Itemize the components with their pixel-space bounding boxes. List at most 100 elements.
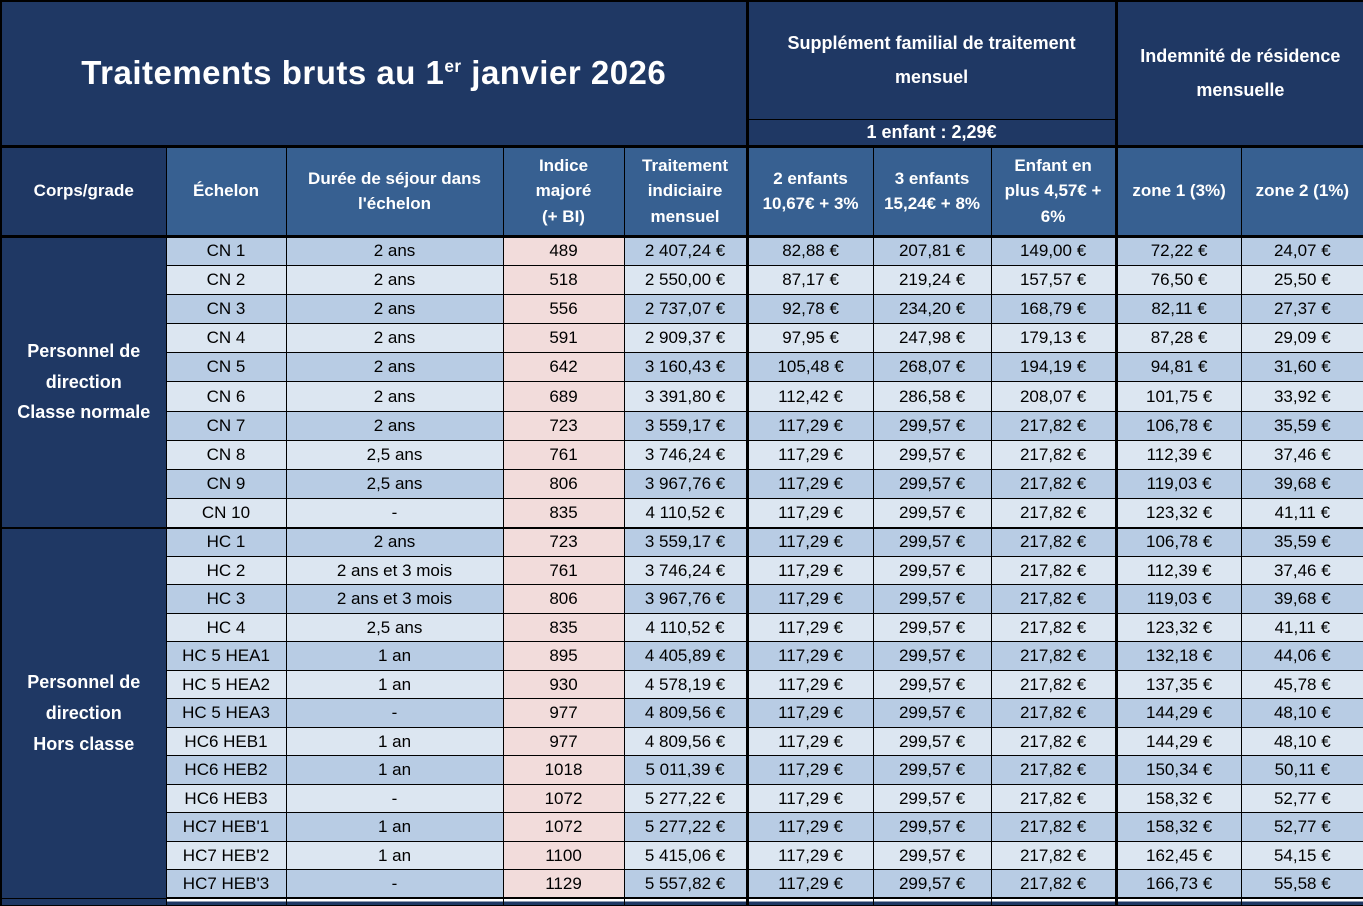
cell-enfant-en-plus: 217,82 €: [990, 869, 1117, 900]
cell-enfant-en-plus: 217,82 €: [990, 669, 1117, 700]
cell-enfant-en-plus: 179,13 €: [990, 323, 1117, 354]
cell-3-enfants: 286,58 €: [872, 381, 992, 412]
cell-2-enfants: 112,42 €: [745, 381, 874, 412]
cell-zone-2: 52,77 €: [1240, 783, 1363, 814]
bottom-cutoff-row: [0, 897, 1363, 906]
cell-zone-1: 82,11 €: [1114, 293, 1242, 325]
cell-traitement: 5 011,39 €: [623, 755, 748, 785]
cell-enfant-en-plus: 168,79 €: [990, 293, 1117, 325]
cell-duree-sejour: 2 ans: [285, 293, 504, 325]
cell-echelon: HC 5 HEA3: [165, 698, 287, 728]
cell-indice-majore: 1129: [502, 869, 625, 900]
cell-enfant-en-plus: 217,82 €: [990, 468, 1117, 500]
cell-indice-majore: 591: [502, 323, 625, 354]
cell-zone-1: 119,03 €: [1114, 584, 1242, 614]
cell-zone-2: 54,15 €: [1240, 840, 1363, 871]
cell-indice-majore: 895: [502, 641, 625, 671]
cell-indice-majore: 1072: [502, 783, 625, 814]
bottom-strip-cell: [872, 897, 992, 906]
cell-echelon: CN 9: [165, 468, 287, 500]
cell-echelon: CN 4: [165, 323, 287, 354]
bottom-strip-cell: [502, 897, 625, 906]
cell-zone-2: 50,11 €: [1240, 755, 1363, 785]
cell-zone-1: 94,81 €: [1114, 352, 1242, 383]
cell-traitement: 2 909,37 €: [623, 323, 748, 354]
cell-2-enfants: 117,29 €: [745, 555, 874, 586]
title-suffix: janvier 2026: [461, 54, 667, 92]
cell-zone-1: 76,50 €: [1114, 264, 1242, 295]
col-header-3-enfants: 3 enfants 15,24€ + 8%: [872, 144, 992, 238]
bottom-strip-cell: [1114, 897, 1242, 906]
cell-duree-sejour: 2 ans: [285, 264, 504, 295]
cell-zone-1: 87,28 €: [1114, 323, 1242, 354]
cell-duree-sejour: 1 an: [285, 641, 504, 671]
cell-duree-sejour: -: [285, 498, 504, 529]
cell-2-enfants: 117,29 €: [745, 641, 874, 671]
cell-zone-2: 24,07 €: [1240, 235, 1363, 266]
cell-3-enfants: 219,24 €: [872, 264, 992, 295]
cell-traitement: 4 809,56 €: [623, 698, 748, 728]
cell-3-enfants: 299,57 €: [872, 812, 992, 842]
cell-duree-sejour: 2 ans: [285, 352, 504, 383]
cell-enfant-en-plus: 217,82 €: [990, 641, 1117, 671]
cell-zone-1: 101,75 €: [1114, 381, 1242, 412]
cell-enfant-en-plus: 217,82 €: [990, 555, 1117, 586]
cell-duree-sejour: 2,5 ans: [285, 612, 504, 643]
cell-zone-2: 48,10 €: [1240, 698, 1363, 728]
cell-zone-2: 33,92 €: [1240, 381, 1363, 412]
cell-indice-majore: 556: [502, 293, 625, 325]
cell-indice-majore: 489: [502, 235, 625, 266]
table-row: HC 3 2 ans et 3 mois 806 3 967,76 € 117,…: [1, 584, 1363, 614]
cell-enfant-en-plus: 217,82 €: [990, 812, 1117, 842]
table-row: HC 4 2,5 ans 835 4 110,52 € 117,29 € 299…: [1, 612, 1363, 643]
cell-zone-2: 25,50 €: [1240, 264, 1363, 295]
table-row: HC6 HEB1 1 an 977 4 809,56 € 117,29 € 29…: [1, 726, 1363, 757]
table-row: HC6 HEB2 1 an 1018 5 011,39 € 117,29 € 2…: [1, 755, 1363, 785]
cell-duree-sejour: 2 ans et 3 mois: [285, 584, 504, 614]
cell-zone-1: 144,29 €: [1114, 698, 1242, 728]
cell-indice-majore: 518: [502, 264, 625, 295]
cell-zone-2: 48,10 €: [1240, 726, 1363, 757]
cell-traitement: 3 160,43 €: [623, 352, 748, 383]
cell-2-enfants: 117,29 €: [745, 526, 874, 557]
cell-zone-2: 27,37 €: [1240, 293, 1363, 325]
cell-indice-majore: 1072: [502, 812, 625, 842]
cell-zone-2: 39,68 €: [1240, 584, 1363, 614]
cell-3-enfants: 299,57 €: [872, 869, 992, 900]
col-header-indice-majore: Indice majoré (+ BI): [502, 144, 625, 238]
cell-traitement: 4 405,89 €: [623, 641, 748, 671]
cell-traitement: 2 550,00 €: [623, 264, 748, 295]
title-prefix: Traitements bruts au 1: [81, 54, 445, 92]
cell-2-enfants: 117,29 €: [745, 410, 874, 441]
cell-3-enfants: 299,57 €: [872, 783, 992, 814]
cell-2-enfants: 82,88 €: [745, 235, 874, 266]
cell-enfant-en-plus: 217,82 €: [990, 410, 1117, 441]
cell-echelon: HC 5 HEA1: [165, 641, 287, 671]
table-row: CN 7 2 ans 723 3 559,17 € 117,29 € 299,5…: [1, 410, 1363, 441]
col-header-duree-sejour: Durée de séjour dans l'échelon: [285, 144, 504, 238]
group-label-classe-normale: Personnel de direction Classe normale: [0, 235, 167, 529]
cell-3-enfants: 299,57 €: [872, 698, 992, 728]
cell-traitement: 3 967,76 €: [623, 584, 748, 614]
cell-duree-sejour: 1 an: [285, 840, 504, 871]
cell-indice-majore: 689: [502, 381, 625, 412]
cell-duree-sejour: 2 ans: [285, 323, 504, 354]
col-header-corps-grade: Corps/grade: [0, 144, 167, 238]
cell-echelon: HC6 HEB3: [165, 783, 287, 814]
cell-echelon: HC6 HEB1: [165, 726, 287, 757]
cell-zone-1: 132,18 €: [1114, 641, 1242, 671]
cell-traitement: 5 277,22 €: [623, 783, 748, 814]
table-row: HC 5 HEA3 - 977 4 809,56 € 117,29 € 299,…: [1, 698, 1363, 728]
cell-duree-sejour: 2 ans: [285, 235, 504, 266]
table-row: CN 5 2 ans 642 3 160,43 € 105,48 € 268,0…: [1, 352, 1363, 383]
one-child-row: 1 enfant : 2,29€: [1, 118, 1363, 147]
cell-echelon: CN 1: [165, 235, 287, 266]
cell-echelon: HC6 HEB2: [165, 755, 287, 785]
cell-traitement: 5 277,22 €: [623, 812, 748, 842]
cell-zone-1: 144,29 €: [1114, 726, 1242, 757]
cell-zone-1: 150,34 €: [1114, 755, 1242, 785]
col-header-echelon: Échelon: [165, 144, 287, 238]
cell-2-enfants: 117,29 €: [745, 468, 874, 500]
table-row: CN 4 2 ans 591 2 909,37 € 97,95 € 247,98…: [1, 323, 1363, 354]
